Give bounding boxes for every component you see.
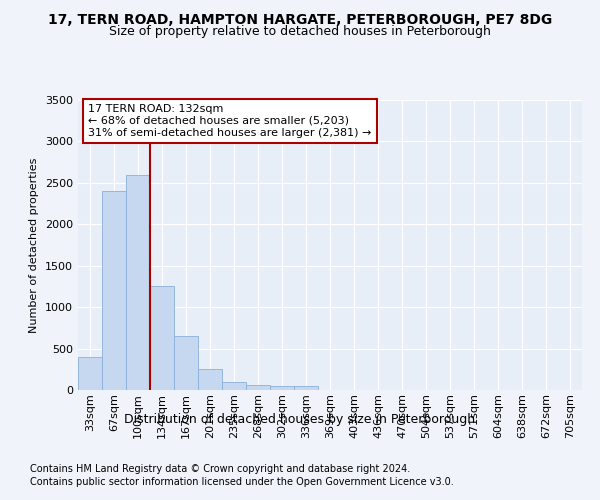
Bar [150,286,174,390]
Text: Size of property relative to detached houses in Peterborough: Size of property relative to detached ho… [109,25,491,38]
Bar [78,357,102,390]
Bar [102,191,126,390]
Bar [294,386,318,390]
Bar [246,385,270,390]
Text: Contains HM Land Registry data © Crown copyright and database right 2024.: Contains HM Land Registry data © Crown c… [30,464,410,474]
Text: 17, TERN ROAD, HAMPTON HARGATE, PETERBOROUGH, PE7 8DG: 17, TERN ROAD, HAMPTON HARGATE, PETERBOR… [48,12,552,26]
Text: Contains public sector information licensed under the Open Government Licence v3: Contains public sector information licen… [30,477,454,487]
Y-axis label: Number of detached properties: Number of detached properties [29,158,40,332]
Text: 17 TERN ROAD: 132sqm
← 68% of detached houses are smaller (5,203)
31% of semi-de: 17 TERN ROAD: 132sqm ← 68% of detached h… [88,104,371,138]
Bar [222,382,246,390]
Bar [270,386,294,390]
Bar [126,174,150,390]
Text: Distribution of detached houses by size in Peterborough: Distribution of detached houses by size … [124,412,476,426]
Bar [174,336,198,390]
Bar [198,370,222,390]
